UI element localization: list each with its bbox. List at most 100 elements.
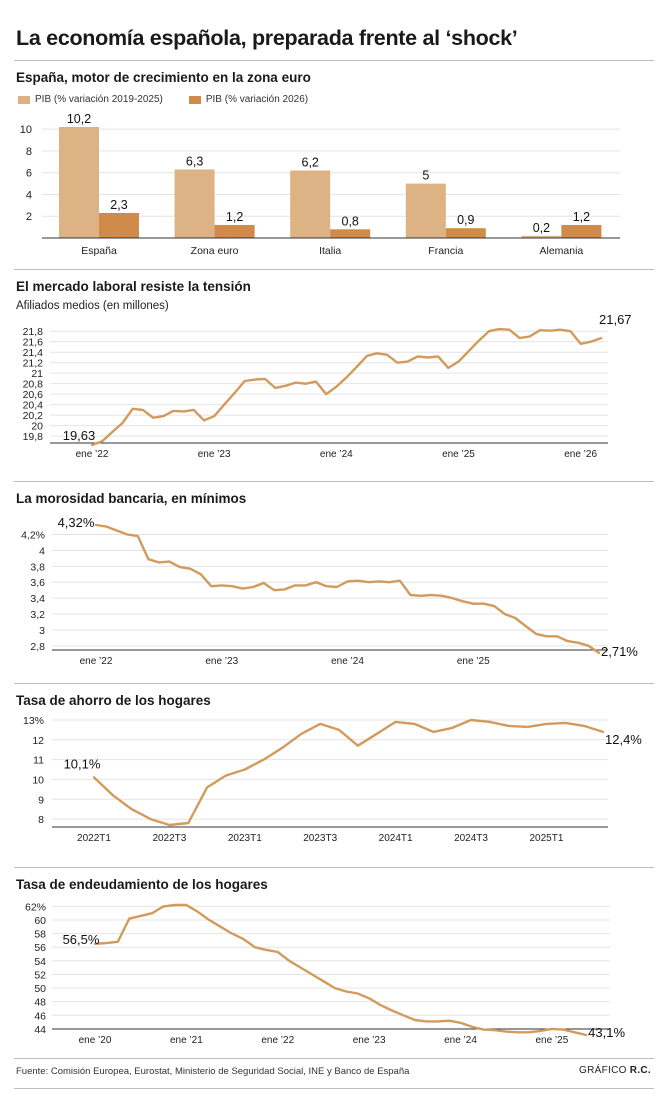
bar	[561, 224, 602, 238]
morosidad-line-chart: 2,8 3 3,2 3,4 3,6 3,8 4 4,2% ene ’22 ene ’23 ene ’…	[21, 515, 638, 667]
x-tick-label: ene ’26	[564, 449, 597, 460]
y-tick-label: 20,2	[23, 410, 44, 422]
series-line	[94, 523, 601, 655]
x-tick-label: ene ’20	[79, 1035, 112, 1046]
legend-label-2026: PIB (% variación 2026)	[205, 94, 309, 105]
series-line	[92, 718, 605, 827]
y-tick-label: 8	[26, 146, 32, 158]
pib-legend: PIB (% variación 2019-2025) PIB (% varia…	[18, 94, 334, 105]
bar	[59, 127, 99, 238]
bar	[214, 224, 255, 238]
bar-value-label: 10,2	[67, 112, 91, 126]
y-tick-label: 12	[32, 735, 44, 747]
y-tick-label: 20,8	[23, 379, 44, 391]
x-tick-label: ene ’24	[320, 449, 353, 460]
y-tick-label: 21,2	[23, 358, 44, 370]
afiliados-line-chart: 19,82020,220,420,620,82121,221,421,621,8…	[23, 312, 632, 460]
x-tick-label: ene ’24	[444, 1035, 477, 1046]
y-tick-label: 3,2	[30, 609, 45, 621]
bar	[445, 228, 486, 238]
y-tick-label: 11	[33, 755, 44, 767]
graphic-credit: GRÁFICO R.C.	[579, 1065, 651, 1076]
bar-value-label: 5	[422, 169, 429, 183]
y-tick-label: 3,4	[30, 593, 45, 605]
y-tick-label: 21	[31, 368, 43, 380]
legend-label-2019-2025: PIB (% variación 2019-2025)	[35, 94, 163, 105]
x-tick-label: ene ’22	[76, 449, 109, 460]
x-tick-label: ene ’21	[170, 1035, 203, 1046]
y-tick-label: 44	[34, 1024, 46, 1036]
bar-value-label: 0,9	[457, 213, 474, 227]
afiliados-chart-title: El mercado laboral resiste la tensión	[16, 279, 251, 294]
bar	[521, 235, 562, 238]
x-tick-label: 2023T1	[228, 833, 262, 844]
bar-value-label: 6,3	[186, 154, 203, 168]
x-tick-label: ene ’23	[353, 1035, 386, 1046]
y-tick-label: 50	[34, 983, 46, 995]
x-tick-label: ene ’23	[205, 656, 238, 667]
x-category-label: Francia	[428, 245, 463, 257]
y-tick-label: 58	[34, 929, 46, 941]
legend-swatch-dark	[188, 95, 201, 104]
bar-value-label: 1,2	[226, 210, 243, 224]
series-line	[93, 903, 588, 1037]
bar-value-label: 2,3	[110, 198, 127, 212]
bar	[290, 170, 331, 238]
section-divider	[14, 683, 654, 684]
start-value-label: 10,1%	[64, 756, 101, 771]
x-tick-label: ene ’22	[261, 1035, 294, 1046]
y-tick-label: 21,4	[23, 347, 44, 359]
y-tick-label: 6	[26, 168, 32, 180]
y-tick-label: 48	[34, 997, 46, 1009]
x-tick-label: 2022T3	[152, 833, 186, 844]
y-tick-label: 21,8	[23, 326, 44, 338]
bar	[174, 169, 215, 238]
y-tick-label: 19,8	[23, 431, 44, 443]
y-tick-label: 4	[26, 189, 32, 201]
y-tick-label: 4	[39, 545, 45, 557]
y-tick-label: 3	[39, 625, 45, 637]
section-divider	[14, 269, 654, 270]
bar	[330, 229, 371, 238]
x-category-label: España	[81, 245, 117, 257]
y-tick-label: 20,6	[23, 389, 44, 401]
x-tick-label: ene ’25	[457, 656, 490, 667]
y-tick-label: 2,8	[30, 641, 45, 653]
start-value-label: 19,63	[63, 428, 96, 443]
y-tick-label: 3,6	[30, 577, 45, 589]
end-value-label: 2,71%	[601, 644, 638, 659]
y-tick-label: 54	[34, 956, 46, 968]
source-footer: Fuente: Comisión Europea, Eurostat, Mini…	[16, 1066, 410, 1077]
pib-chart-title: España, motor de crecimiento en la zona …	[16, 70, 311, 85]
start-value-label: 56,5%	[63, 932, 100, 947]
legend-swatch-light	[18, 95, 30, 104]
x-tick-label: 2024T1	[379, 833, 413, 844]
y-tick-label: 62%	[25, 901, 46, 913]
ahorro-chart-title: Tasa de ahorro de los hogares	[16, 693, 211, 708]
y-tick-label: 46	[34, 1010, 46, 1022]
section-divider	[14, 481, 654, 482]
bar	[99, 212, 139, 238]
start-value-label: 4,32%	[58, 515, 95, 530]
x-tick-label: 2025T1	[529, 833, 563, 844]
y-tick-label: 21,6	[23, 337, 44, 349]
y-tick-label: 10	[20, 124, 32, 136]
x-tick-label: 2024T3	[454, 833, 488, 844]
x-tick-label: ene ’22	[80, 656, 113, 667]
section-divider	[14, 60, 654, 61]
legend-item-2019-2025: PIB (% variación 2019-2025)	[18, 94, 163, 105]
y-tick-label: 13%	[23, 715, 44, 727]
y-tick-label: 56	[34, 942, 46, 954]
bar-value-label: 0,2	[533, 221, 550, 235]
x-tick-label: 2022T1	[77, 833, 111, 844]
x-tick-label: ene ’25	[442, 449, 475, 460]
y-tick-label: 52	[34, 969, 46, 981]
end-value-label: 12,4%	[605, 732, 642, 747]
bar-value-label: 1,2	[573, 210, 590, 224]
end-value-label: 43,1%	[588, 1025, 625, 1040]
y-tick-label: 20,4	[23, 400, 44, 412]
x-tick-label: ene ’24	[331, 656, 364, 667]
bar-value-label: 0,8	[342, 214, 359, 228]
end-value-label: 21,67	[599, 312, 632, 327]
